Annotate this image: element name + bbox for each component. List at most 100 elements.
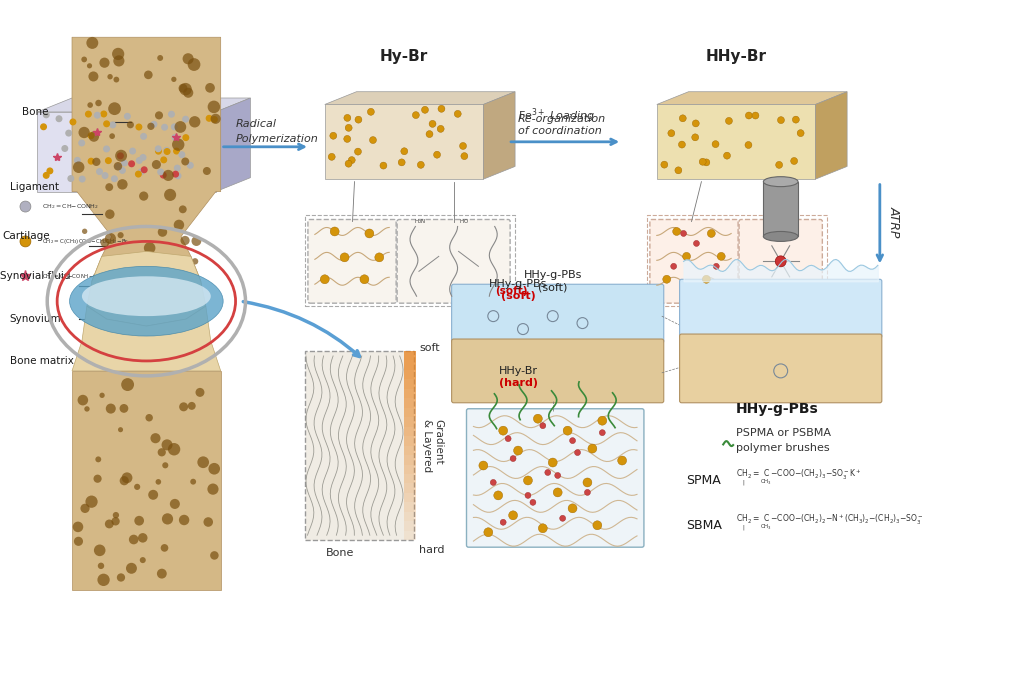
FancyBboxPatch shape xyxy=(649,220,738,303)
Circle shape xyxy=(530,500,535,505)
Circle shape xyxy=(574,450,580,455)
Circle shape xyxy=(117,574,125,582)
Bar xyxy=(404,408,416,417)
Circle shape xyxy=(100,392,105,398)
Circle shape xyxy=(118,153,123,159)
Circle shape xyxy=(172,138,184,151)
Circle shape xyxy=(129,161,134,167)
Circle shape xyxy=(113,55,124,66)
Circle shape xyxy=(136,158,143,163)
Circle shape xyxy=(44,112,49,117)
Circle shape xyxy=(136,124,142,130)
Circle shape xyxy=(134,516,144,526)
Bar xyxy=(404,455,416,464)
Text: $\rm CH_2{=}C(CH_3)COO{-}CH_2CH_2{-}Br$: $\rm CH_2{=}C(CH_3)COO{-}CH_2CH_2{-}Br$ xyxy=(43,237,129,246)
Text: Polymerization: Polymerization xyxy=(235,134,319,144)
FancyBboxPatch shape xyxy=(452,284,664,343)
Circle shape xyxy=(197,456,209,468)
Circle shape xyxy=(179,205,186,214)
Polygon shape xyxy=(72,306,221,371)
Circle shape xyxy=(437,125,444,133)
Bar xyxy=(404,370,416,379)
Circle shape xyxy=(105,520,114,529)
Polygon shape xyxy=(815,92,847,179)
Circle shape xyxy=(600,430,606,435)
Polygon shape xyxy=(325,104,484,179)
Text: Bone matrix: Bone matrix xyxy=(9,356,73,366)
Text: Hy-Br: Hy-Br xyxy=(380,49,429,64)
Circle shape xyxy=(169,111,174,117)
Text: HHy-Br: HHy-Br xyxy=(705,49,767,64)
Bar xyxy=(404,484,416,493)
Circle shape xyxy=(494,491,503,500)
Circle shape xyxy=(189,116,201,128)
Circle shape xyxy=(745,112,752,119)
Circle shape xyxy=(134,484,140,490)
Circle shape xyxy=(364,229,374,238)
Circle shape xyxy=(183,116,188,122)
Circle shape xyxy=(427,131,433,138)
Circle shape xyxy=(112,176,117,182)
Circle shape xyxy=(187,162,193,168)
Circle shape xyxy=(72,522,83,532)
Circle shape xyxy=(708,229,716,238)
Circle shape xyxy=(778,117,785,124)
Circle shape xyxy=(354,148,361,155)
Circle shape xyxy=(161,544,168,551)
Circle shape xyxy=(553,488,562,497)
Circle shape xyxy=(70,119,75,125)
Circle shape xyxy=(129,535,138,545)
Circle shape xyxy=(345,160,352,167)
Circle shape xyxy=(370,137,377,144)
Circle shape xyxy=(187,402,195,410)
Circle shape xyxy=(174,220,184,230)
Circle shape xyxy=(161,157,167,162)
Circle shape xyxy=(183,88,193,98)
Circle shape xyxy=(121,378,134,391)
Ellipse shape xyxy=(764,177,798,187)
Circle shape xyxy=(81,57,88,62)
Text: (soft): (soft) xyxy=(495,286,527,296)
Circle shape xyxy=(461,153,468,160)
Circle shape xyxy=(182,53,193,64)
Circle shape xyxy=(714,263,720,269)
Circle shape xyxy=(108,102,121,115)
Ellipse shape xyxy=(69,266,223,336)
Circle shape xyxy=(158,227,167,237)
Circle shape xyxy=(94,545,106,556)
Circle shape xyxy=(718,252,725,261)
Text: HHy-g-PBs
(soft): HHy-g-PBs (soft) xyxy=(523,270,582,292)
Circle shape xyxy=(540,423,546,428)
Circle shape xyxy=(161,172,166,178)
Polygon shape xyxy=(72,37,221,301)
Circle shape xyxy=(190,479,196,484)
Circle shape xyxy=(509,511,517,520)
Circle shape xyxy=(44,173,49,178)
Circle shape xyxy=(179,515,189,525)
Circle shape xyxy=(210,551,219,560)
Circle shape xyxy=(78,127,90,138)
Circle shape xyxy=(146,414,153,422)
Circle shape xyxy=(47,168,53,173)
Circle shape xyxy=(94,475,102,483)
Circle shape xyxy=(514,446,522,455)
Circle shape xyxy=(454,111,461,117)
Circle shape xyxy=(104,146,109,152)
Bar xyxy=(404,389,416,398)
Circle shape xyxy=(97,169,102,174)
Bar xyxy=(404,493,416,502)
Circle shape xyxy=(174,165,180,171)
Circle shape xyxy=(500,520,506,525)
Text: $\rm H_2N$: $\rm H_2N$ xyxy=(414,218,427,227)
Circle shape xyxy=(412,112,419,119)
Circle shape xyxy=(98,562,104,569)
Circle shape xyxy=(421,106,429,113)
Circle shape xyxy=(673,227,681,236)
Circle shape xyxy=(152,122,157,127)
Circle shape xyxy=(171,124,177,130)
Circle shape xyxy=(191,258,199,265)
Circle shape xyxy=(130,149,135,154)
Circle shape xyxy=(330,132,337,140)
Circle shape xyxy=(164,148,169,153)
Circle shape xyxy=(328,153,335,160)
